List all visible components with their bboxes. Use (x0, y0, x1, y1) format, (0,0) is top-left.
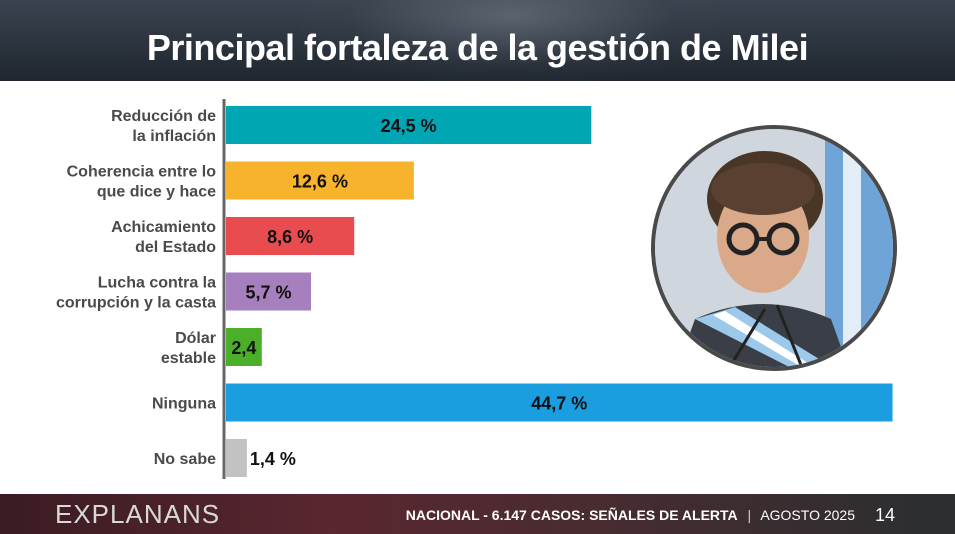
brand-logo: EXPLANANS (55, 499, 221, 529)
category-label-3: Lucha contra la corrupción y la casta (56, 275, 216, 312)
footer-study: SEÑALES DE ALERTA (589, 507, 738, 523)
page-number: 14 (874, 505, 895, 525)
header-banner: Principal fortaleza de la gestión de Mil… (0, 0, 955, 81)
bar-value-label-2: 8,6 % (267, 227, 313, 247)
bar-value-label-6: 1,4 % (250, 449, 296, 469)
category-label-2: Achicamiento del Estado (111, 219, 216, 256)
header-background-photo (300, 0, 720, 81)
bar-value-label-0: 24,5 % (381, 116, 437, 136)
footer-separator: | (747, 507, 752, 523)
bar-value-label-5: 44,7 % (531, 394, 587, 414)
bar-1 (226, 161, 414, 200)
bar-chart: 24,5 % 12,6 % 8,6 % 5,7 % 2,4 44,7 % 1,4 % Red… (56, 99, 893, 479)
footer-date: AGOSTO 2025 (760, 507, 855, 523)
bar-value-label-4: 2,4 (231, 338, 256, 358)
bar-3 (226, 272, 311, 311)
bar-6 (226, 439, 247, 477)
category-label-0: Reducción de la inflación (111, 108, 216, 145)
bar-5 (226, 383, 893, 422)
category-label-1: Coherencia entre lo que dice y hace (67, 164, 217, 201)
footer-info: NACIONAL - 6.147 CASOS: SEÑALES DE ALERT… (406, 506, 855, 524)
portrait-icon (655, 129, 893, 367)
portrait-photo (651, 125, 897, 371)
footer-bar: EXPLANANS NACIONAL - 6.147 CASOS: SEÑALE… (0, 494, 955, 534)
category-label-5: Ninguna (152, 396, 216, 413)
category-labels: Reducción de la inflación Coherencia entre… (56, 108, 216, 468)
bars-group: 24,5 % 12,6 % 8,6 % 5,7 % 2,4 44,7 % 1,4 % (226, 106, 893, 477)
bar-value-label-1: 12,6 % (292, 172, 348, 192)
bar-value-label-3: 5,7 % (245, 283, 291, 303)
chart-title: Principal fortaleza de la gestión de Mil… (146, 27, 809, 68)
bar-0 (226, 106, 592, 144)
footer-scope: NACIONAL - 6.147 CASOS: (405, 507, 586, 523)
category-label-4: Dólar estable (161, 330, 216, 367)
bar-4 (226, 328, 262, 366)
category-label-6: No sabe (154, 451, 216, 468)
bar-2 (226, 217, 355, 255)
